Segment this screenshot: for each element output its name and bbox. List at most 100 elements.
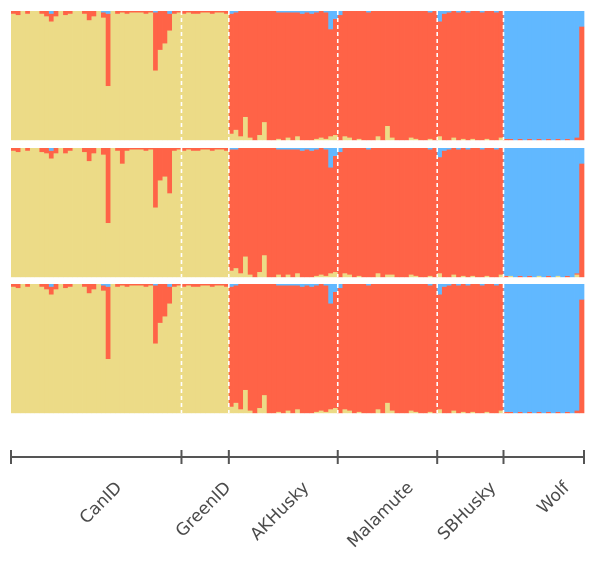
bar-segment [484,11,490,139]
bar-segment [67,148,73,151]
bar-segment [172,11,178,14]
bar-segment [328,284,334,304]
bar-segment [261,148,268,256]
bar-segment [276,12,282,139]
bar-segment [446,11,452,13]
bar-segment [456,284,462,286]
bar-segment [15,148,21,153]
bar-segment [503,138,509,141]
population-label-wolf: Wolf [533,477,574,518]
bar-segment [153,207,159,278]
bar-segment [366,284,372,286]
bar-segment [176,149,182,278]
bar-segment [285,274,291,278]
bar-segment [437,409,443,414]
bar-segment [105,358,111,414]
bar-segment [550,11,556,141]
bar-segment [228,148,234,150]
bar-segment [195,150,201,278]
bar-segment [162,43,168,141]
bar-segment [167,148,173,194]
population-dividers [180,11,505,413]
bar-segment [224,150,230,278]
bar-segment [91,11,97,17]
bar-segment [228,133,234,141]
bar-segment [323,149,329,276]
bar-segment [190,11,197,14]
bar-segment [285,284,291,286]
bar-segment [314,12,320,139]
bar-segment [456,12,462,141]
bar-segment [328,167,334,274]
bar-segment [11,148,17,151]
bar-segment [82,13,88,141]
bar-segment [479,148,485,150]
bar-segment [366,149,372,278]
bar-segment [105,148,111,224]
bar-segment [333,271,339,278]
bar-segment [356,411,362,414]
bar-segment [565,148,571,276]
bar-segment [157,284,163,323]
bar-segment [394,148,400,278]
bar-segment [541,11,547,141]
bar-segment [560,284,566,414]
bar-segment [503,11,509,139]
bar-segment [342,11,348,137]
bar-segment [389,137,395,141]
bar-segment [460,275,466,278]
bar-segment [356,11,362,139]
bar-segment [517,284,523,412]
bar-segment [58,11,64,141]
bar-segment [399,284,405,414]
bar-segment [153,343,159,414]
bar-segment [375,148,381,274]
bar-segment [456,149,462,278]
bar-segment [134,284,140,286]
bar-segment [119,285,126,414]
bar-segment [186,149,192,278]
bar-segment [186,12,192,141]
bar-segment [172,150,178,278]
bar-segment [261,255,268,278]
bar-segment [100,17,107,141]
bar-segment [475,284,481,414]
bar-segment [257,271,263,278]
bar-segment [247,410,253,414]
bar-segment [399,148,405,278]
bar-segment [441,13,448,141]
bar-segment [508,284,514,412]
bar-segment [20,284,26,414]
bar-segment [437,148,443,158]
bar-segment [219,148,225,150]
bar-segment [200,12,206,141]
bar-segment [527,138,533,141]
bar-segment [181,148,187,151]
bar-segment [295,148,301,150]
bar-segment [465,149,471,278]
bar-segment [555,411,561,414]
bar-segment [314,285,320,412]
bar-segment [333,18,339,136]
bar-segment [181,150,187,278]
bar-segment [389,11,395,138]
bar-segment [413,284,419,412]
bar-segment [418,11,424,141]
bar-segment [124,286,130,414]
bar-segment [124,148,130,151]
bar-segment [536,148,542,276]
bar-segment [342,148,348,274]
bar-segment [579,299,585,414]
population-axis [10,450,585,464]
bar-segment [186,148,192,150]
bar-segment [224,13,230,141]
bar-segment [129,284,135,286]
bar-segment [34,11,40,141]
bar-segment [280,148,287,150]
bar-segment [314,11,320,13]
bar-segment [517,138,523,141]
bar-segment [233,129,239,141]
bar-segment [247,11,253,138]
bar-segment [48,11,54,14]
bar-segment [290,148,296,150]
